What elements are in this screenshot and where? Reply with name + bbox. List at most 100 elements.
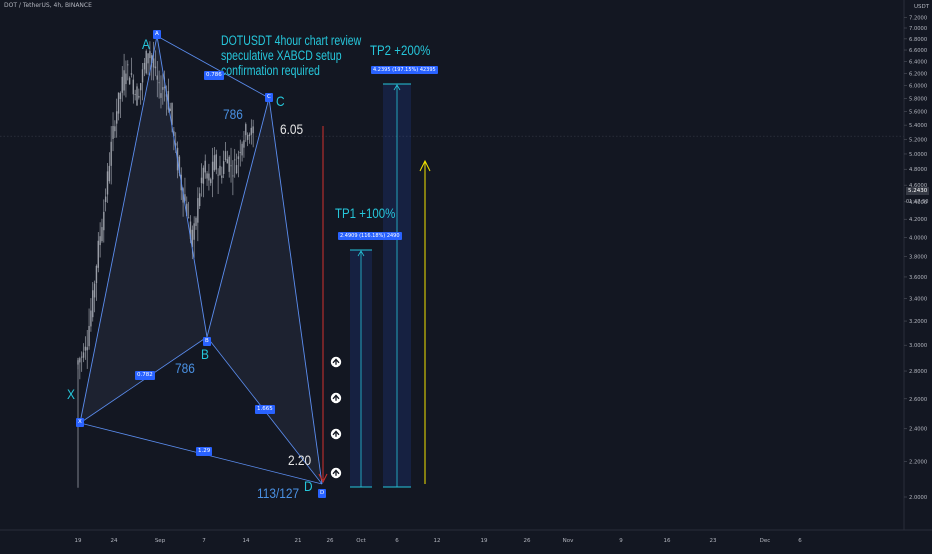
candle-body	[191, 229, 194, 248]
candle-body	[234, 159, 236, 161]
candle-body	[230, 165, 232, 167]
red-arrowhead	[318, 473, 328, 484]
candle-body	[213, 155, 216, 171]
candle-body	[141, 69, 144, 83]
candle-body	[178, 156, 181, 174]
annotation-note: DOTUSDT 4hour chart review speculative X…	[221, 33, 361, 78]
candle-body	[117, 92, 120, 114]
candle-body	[149, 51, 151, 59]
time-tick-label: 14	[243, 538, 250, 544]
leg-ab	[156, 35, 208, 338]
price-tick-label: 6.2000	[909, 71, 927, 77]
price-tick-label: 2.4000	[909, 427, 927, 433]
candle-body	[175, 143, 177, 146]
candle-body	[173, 131, 175, 137]
candle-body	[125, 73, 127, 85]
candle-body	[130, 73, 133, 75]
candle-body	[219, 165, 221, 175]
point-x-marker: X	[76, 418, 84, 427]
price-tick-label: 4.2000	[909, 217, 927, 223]
candle-body	[167, 91, 170, 110]
ratio-786-lower: 786	[175, 360, 195, 376]
price-tick-label: 3.6000	[909, 275, 927, 281]
candle-body	[206, 173, 208, 179]
candle-body	[134, 94, 136, 95]
price-tick-label: 4.0000	[909, 236, 927, 242]
candle-body	[154, 66, 157, 69]
candle-body	[208, 173, 210, 181]
d-price-value: 2.20	[288, 452, 312, 468]
candle-body	[82, 352, 85, 358]
ratio-ac-box: 0.786	[204, 71, 224, 80]
point-c-marker: C	[265, 93, 273, 102]
time-tick-label: 6	[395, 538, 399, 544]
candle-body	[226, 159, 229, 164]
up-circle-icon	[330, 392, 342, 404]
time-tick-label: 16	[664, 538, 671, 544]
leg-cd	[268, 97, 323, 485]
price-tick-label: 5.0000	[909, 152, 927, 158]
candle-body	[252, 126, 254, 134]
candle-body	[80, 356, 83, 358]
time-axis: 19 24 Sep 7 14 21 26 Oct 6 12 19 26 Nov 9 16 23 Dec 6	[0, 529, 932, 544]
time-tick-label: Oct	[356, 538, 366, 544]
candle-body	[79, 358, 81, 363]
bar-countdown: 01:47:50	[906, 199, 929, 205]
candle-body	[171, 103, 173, 125]
candle-body	[195, 217, 197, 226]
candle-body	[132, 79, 135, 95]
candle-body	[123, 70, 125, 91]
price-tick-label: 7.0000	[909, 26, 927, 32]
time-tick-label: Dec	[760, 538, 771, 544]
candle-body	[108, 165, 111, 182]
price-tick-label: 5.4000	[909, 123, 927, 129]
price-tick-label: 3.0000	[909, 343, 927, 349]
pattern-fill	[80, 36, 322, 484]
ratio-xb-box: 0.782	[135, 371, 155, 380]
candle-body	[86, 347, 88, 351]
target-boxes	[350, 83, 411, 488]
harmonic-pattern	[79, 35, 323, 485]
price-tick-label: 2.6000	[909, 397, 927, 403]
candle-body	[127, 64, 129, 66]
time-tick-label: 23	[710, 538, 717, 544]
candle-body	[90, 310, 92, 327]
candle-body	[187, 217, 190, 219]
candle-body	[88, 325, 90, 347]
candle-body	[145, 50, 147, 74]
up-circle-icon	[330, 428, 342, 440]
candle-body	[103, 211, 105, 231]
candle-body	[169, 108, 171, 111]
time-tick-label: 21	[295, 538, 302, 544]
candle-body	[200, 177, 203, 184]
ratio-786-upper: 786	[223, 106, 243, 122]
point-x-label: X	[67, 386, 75, 402]
candle-body	[186, 203, 188, 217]
candle-body	[211, 161, 214, 180]
point-a-marker: A	[153, 30, 161, 39]
candle-body	[202, 167, 205, 184]
candle-body	[217, 174, 219, 176]
candle-body	[95, 265, 98, 284]
candle-body	[151, 55, 153, 64]
point-d-marker: D	[318, 489, 327, 498]
price-tick-label: 4.6000	[909, 183, 927, 189]
time-tick-label: Sep	[155, 538, 166, 544]
candle-body	[241, 143, 243, 156]
candle-body	[101, 227, 103, 242]
candle-body	[119, 93, 122, 100]
candle-body	[93, 283, 96, 298]
price-tick-label: 3.4000	[909, 296, 927, 302]
candle-body	[158, 82, 160, 84]
up-circle-icon-arrow	[332, 358, 340, 365]
arrows	[318, 126, 431, 484]
up-circle-icon	[330, 356, 342, 368]
time-tick-label: 24	[111, 538, 118, 544]
time-tick-label: 12	[434, 538, 441, 544]
candle-body	[139, 83, 142, 91]
candle-body	[243, 140, 245, 148]
time-tick-label: 7	[202, 538, 206, 544]
candles	[77, 41, 254, 488]
